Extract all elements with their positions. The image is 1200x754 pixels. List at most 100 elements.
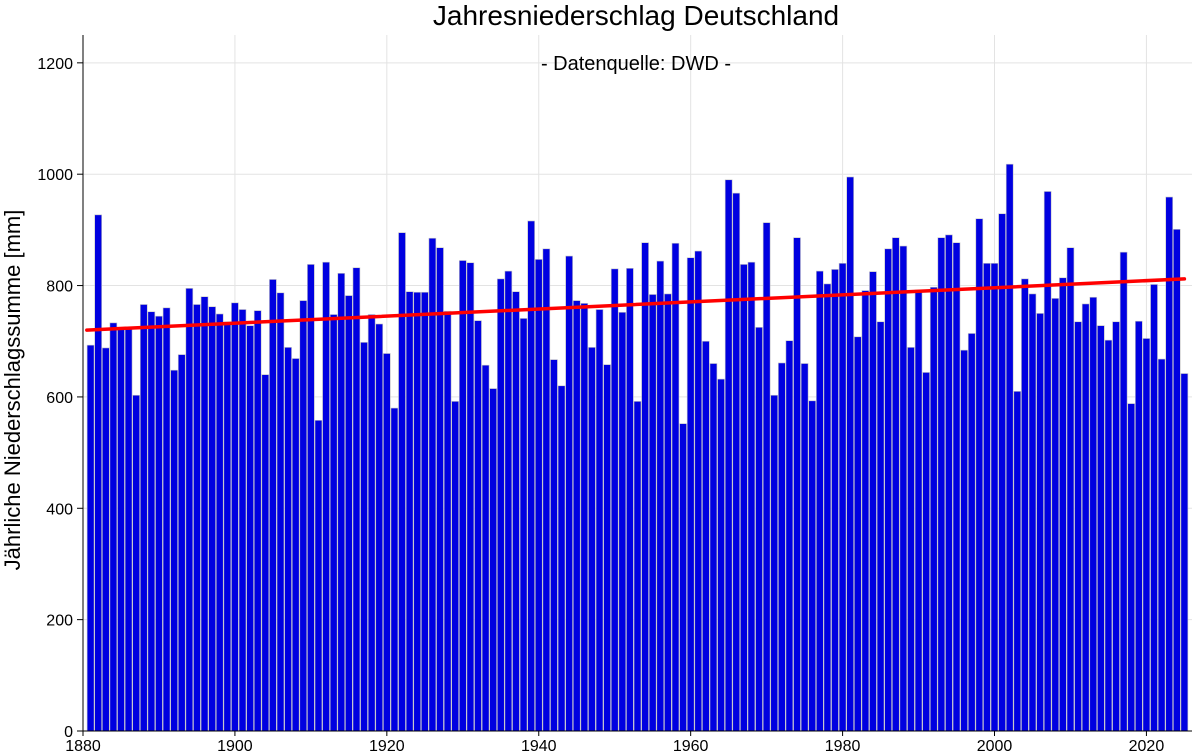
bar-1892 [170,369,178,732]
bar-1912 [322,261,330,732]
bar-1887 [132,394,140,732]
bar-2014 [1097,325,1105,732]
bar-1986 [884,248,892,732]
bar-1990 [914,289,923,732]
bar-1905 [269,279,277,732]
bar-1956 [656,260,665,732]
bar-1881 [86,344,95,732]
bar-1928 [443,310,452,732]
bar-1987 [891,237,900,732]
bar-1890 [155,315,163,732]
bar-2021 [1150,284,1158,732]
bar-1884 [109,322,118,732]
bar-1950 [610,268,619,732]
bar-1894 [185,288,194,732]
x-tick-label: 1880 [65,738,101,754]
bar-1995 [952,242,961,732]
bar-1904 [261,374,270,732]
bar-1965 [724,179,733,732]
bar-1927 [436,247,444,732]
bar-1914 [337,273,346,732]
axes: 0 200 400 600 800 1000 1200 1880 1900 1920 1940 196… [37,35,1192,754]
y-tick-label: 200 [46,613,73,630]
bar-1901 [238,309,247,732]
bar-1980 [838,262,847,732]
bar-1971 [770,394,779,732]
bar-1997 [967,333,976,732]
bar-2007 [1043,191,1052,732]
x-tick-label: 1900 [217,738,253,754]
bar-1906 [276,292,285,732]
y-tick-label: 0 [64,724,73,741]
chart-subtitle: - Datenquelle: DWD - [541,53,731,75]
bar-1993 [937,237,946,732]
bar-2016 [1112,321,1120,732]
bar-1958 [671,242,680,732]
bar-2009 [1059,277,1067,732]
trend-layer [85,277,1187,332]
y-tick-label: 1200 [37,56,73,73]
bar-1972 [778,362,786,732]
bar-1923 [405,291,414,732]
bar-1898 [215,313,224,732]
bar-1945 [572,300,581,732]
bar-1936 [504,270,513,732]
bar-1982 [853,336,862,732]
x-tick-label: 1920 [369,738,405,754]
bar-1983 [861,290,870,732]
bar-1932 [474,320,482,732]
bar-2025 [1180,373,1189,732]
bar-1961 [694,250,703,732]
bar-1930 [458,260,467,732]
bar-1959 [679,423,687,732]
bar-1922 [398,232,406,732]
bar-2017 [1119,251,1128,732]
bar-2004 [1021,278,1029,732]
bar-1957 [664,293,672,732]
bar-1896 [200,296,209,732]
bar-2022 [1157,358,1166,732]
bar-2006 [1036,313,1044,732]
bar-2002 [1005,163,1014,732]
bar-1978 [823,283,832,732]
bar-1947 [588,347,596,732]
bar-1951 [618,311,627,732]
bar-1984 [869,271,877,732]
bar-1941 [542,248,551,732]
bar-2011 [1074,321,1082,732]
bar-1976 [808,400,817,732]
bar-1891 [162,307,171,732]
bar-1953 [633,401,642,732]
bar-2001 [998,213,1006,732]
bar-1979 [831,269,839,732]
bar-1883 [101,347,110,732]
bar-1935 [496,278,505,732]
bar-1992 [929,286,938,732]
bar-2013 [1089,296,1098,732]
bar-1991 [922,372,930,732]
bar-1955 [648,294,657,732]
y-axis-label: Jährliche Niederschlagssumme [mm] [0,210,25,571]
bar-1885 [117,328,125,732]
bar-1909 [299,300,308,732]
bar-2015 [1104,339,1113,732]
bar-1895 [193,304,201,732]
x-tick-label: 2000 [977,738,1013,754]
bar-1924 [413,291,422,732]
y-tick-label: 400 [46,501,73,518]
bar-1940 [534,259,543,732]
bar-1952 [626,267,634,732]
bar-1944 [565,255,573,732]
bar-1989 [907,347,915,732]
bar-1902 [246,325,254,732]
x-tick-label: 1940 [521,738,557,754]
bar-1903 [253,310,262,732]
bar-2024 [1173,229,1181,732]
bar-1934 [489,388,497,732]
bar-1968 [747,261,756,732]
trend-line [85,277,1187,332]
bar-1893 [177,354,186,732]
bar-2010 [1066,247,1075,732]
x-tick-label: 1980 [825,738,861,754]
